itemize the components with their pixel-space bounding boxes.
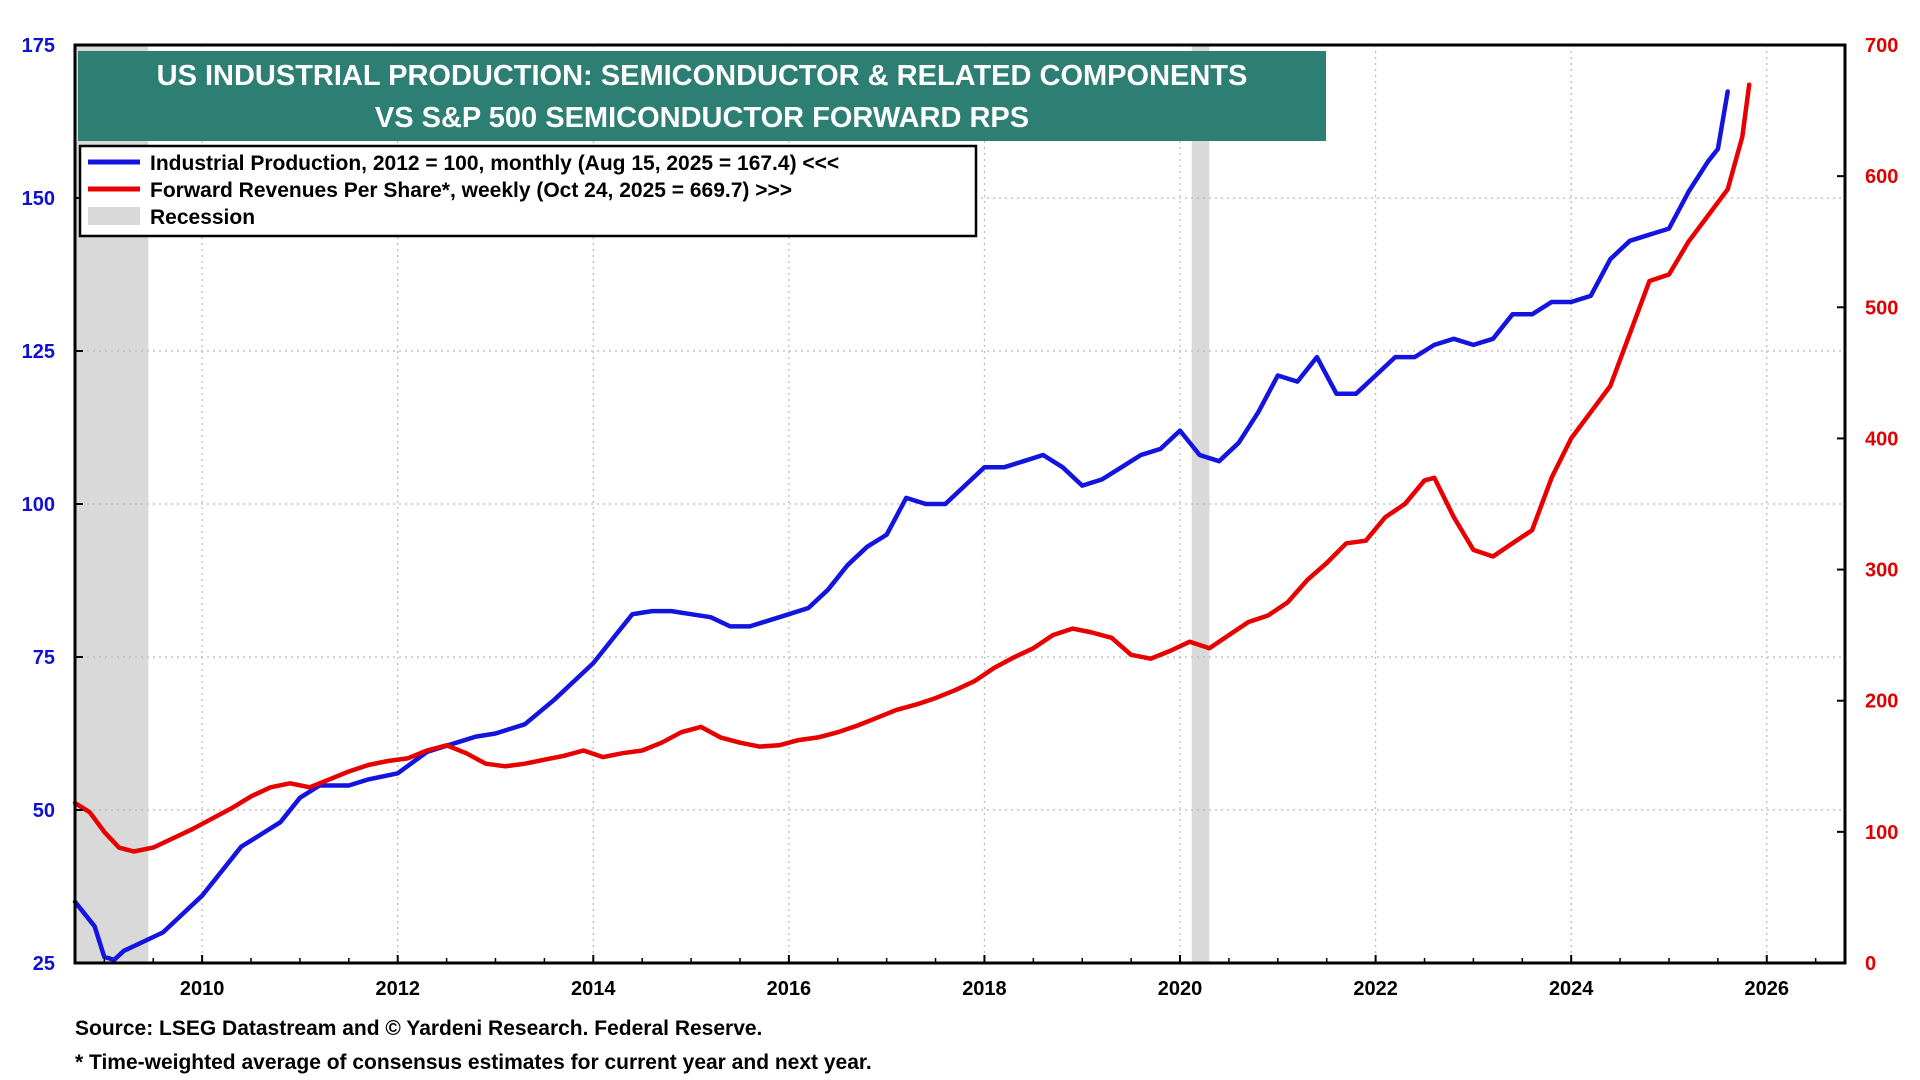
y-left-tick-label-125: 125 — [22, 341, 55, 363]
series-forward-rps — [72, 82, 1752, 854]
y-right-tick-label-0: 0 — [1865, 953, 1876, 975]
legend: Industrial Production, 2012 = 100, month… — [78, 144, 978, 238]
x-tick-label-2024: 2024 — [1549, 978, 1594, 1000]
y-right-tick-label-500: 500 — [1865, 297, 1898, 319]
x-tick-label-2012: 2012 — [375, 978, 420, 1000]
y-left-tick-label-50: 50 — [33, 800, 55, 822]
x-tick-label-2010: 2010 — [180, 978, 225, 1000]
title-banner — [78, 51, 1326, 141]
y-left-tick-label-150: 150 — [22, 188, 55, 210]
estimate-footnote: * Time-weighted average of consensus est… — [75, 1051, 872, 1074]
x-tick-label-2026: 2026 — [1745, 978, 1790, 1000]
y-left-tick-label-25: 25 — [33, 953, 55, 975]
x-tick-label-2020: 2020 — [1158, 978, 1203, 1000]
legend-swatch-recession — [88, 207, 140, 225]
x-tick-label-2014: 2014 — [571, 978, 616, 1000]
x-tick-label-2016: 2016 — [767, 978, 812, 1000]
source-note: Source: LSEG Datastream and © Yardeni Re… — [75, 1017, 763, 1040]
y-left-tick-label-100: 100 — [22, 494, 55, 516]
tick-labels: 25 50 75 100 125 150 175 0 100 200 300 400 500 600 700… — [22, 35, 1899, 1000]
chart-title: US INDUSTRIAL PRODUCTION: SEMICONDUCTOR … — [78, 51, 1326, 141]
title-line-1: US INDUSTRIAL PRODUCTION: SEMICONDUCTOR … — [157, 60, 1248, 92]
y-right-tick-label-600: 600 — [1865, 166, 1898, 188]
y-right-tick-label-300: 300 — [1865, 560, 1898, 582]
y-left-tick-label-175: 175 — [22, 35, 55, 57]
legend-label-ip: Industrial Production, 2012 = 100, month… — [150, 152, 839, 175]
y-right-tick-label-700: 700 — [1865, 35, 1898, 57]
recession-band-1 — [1191, 45, 1210, 963]
legend-box — [78, 144, 978, 238]
x-tick-label-2022: 2022 — [1353, 978, 1398, 1000]
title-line-2: VS S&P 500 SEMICONDUCTOR FORWARD RPS — [375, 102, 1029, 134]
x-tick-label-2018: 2018 — [962, 978, 1007, 1000]
series-lines — [72, 82, 1752, 963]
y-left-tick-label-75: 75 — [33, 647, 55, 669]
y-right-tick-label-200: 200 — [1865, 691, 1898, 713]
legend-label-rps: Forward Revenues Per Share*, weekly (Oct… — [150, 179, 792, 202]
legend-label-recession: Recession — [150, 206, 255, 229]
y-right-tick-label-400: 400 — [1865, 428, 1898, 450]
y-right-tick-label-100: 100 — [1865, 822, 1898, 844]
